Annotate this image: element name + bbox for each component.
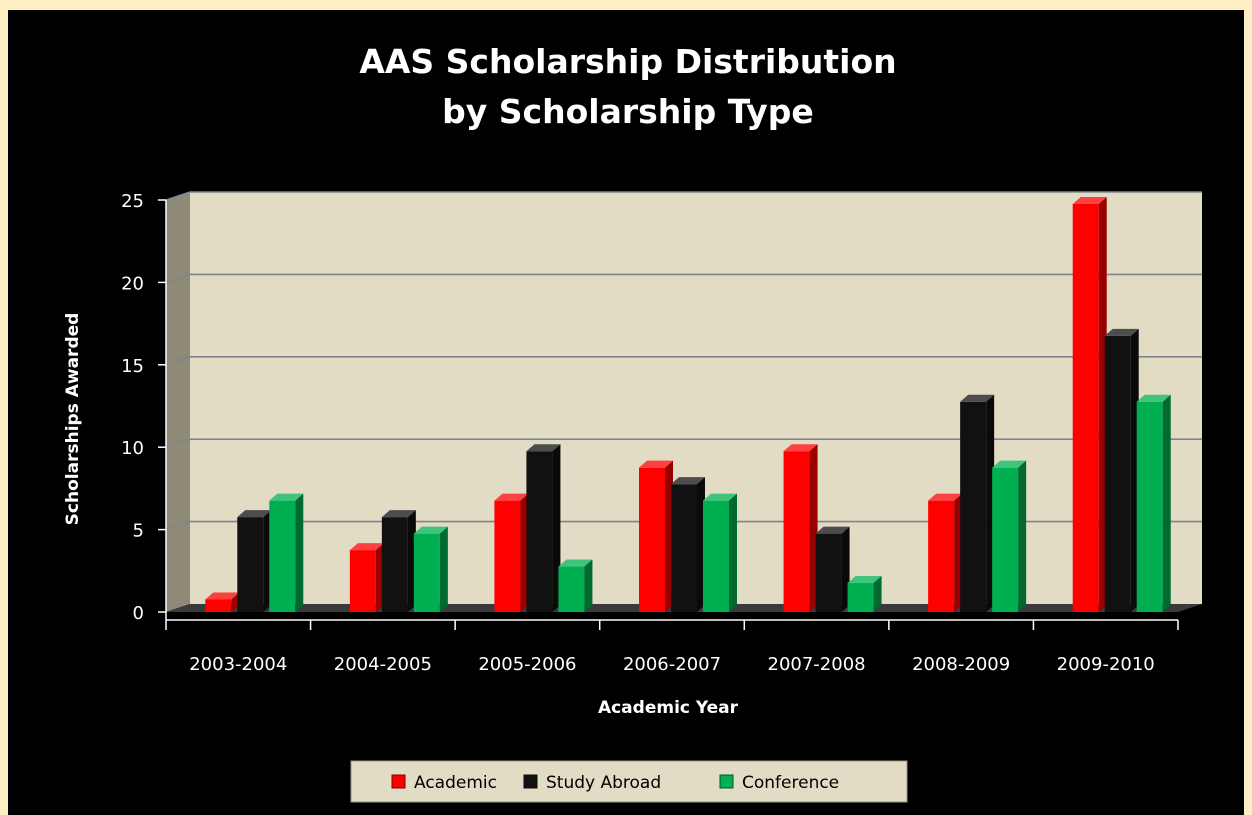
bar (1136, 401, 1163, 612)
bar-side (1018, 460, 1027, 612)
bar (494, 500, 521, 612)
legend-box (350, 760, 908, 803)
bar-top (960, 394, 995, 402)
bar (381, 517, 408, 612)
gridline-side (165, 273, 191, 284)
gridline-side (165, 520, 191, 531)
y-tick-label: 5 (133, 521, 144, 542)
x-tick-label: 2006-2007 (623, 654, 721, 675)
y-tick-label: 15 (121, 356, 144, 377)
bar-top (1136, 394, 1171, 402)
plot-side-wall (166, 192, 190, 612)
bar (960, 401, 987, 612)
bar (671, 484, 697, 612)
bar-top (205, 592, 240, 600)
legend: Academic Study Abroad Conference (350, 760, 908, 803)
bars-group (205, 197, 1171, 612)
bar-top (783, 444, 818, 452)
bar (1072, 204, 1099, 612)
x-tick-label: 2008-2009 (912, 654, 1010, 675)
bar-top (349, 543, 384, 551)
legend-label: Conference (742, 773, 839, 793)
chart-title-line-1: AAS Scholarship Distribution (359, 42, 896, 81)
y-tick-label: 10 (121, 438, 144, 459)
bar-top (526, 444, 561, 452)
bar-top (413, 526, 448, 534)
legend-swatch (719, 774, 734, 789)
bar-side (439, 526, 448, 612)
bar-side (1162, 394, 1171, 612)
y-tick-label: 0 (133, 603, 144, 624)
chart-svg: 0 5 10 15 20 25 2003-2004 2004-2005 2005-2006 200… (63, 42, 1202, 803)
chart-title-line-2: by Scholarship Type (442, 92, 814, 131)
bar-top (847, 576, 882, 584)
bar (783, 451, 810, 612)
bar-top (815, 526, 850, 534)
bar (269, 500, 296, 612)
x-tick-label: 2003-2004 (189, 654, 287, 675)
y-tick-label: 20 (121, 273, 144, 294)
bar-top (269, 493, 304, 501)
x-axis-title: Academic Year (598, 698, 739, 718)
chart-frame: 0 5 10 15 20 25 2003-2004 2004-2005 2005-2006 200… (8, 10, 1244, 815)
bar-side (295, 493, 304, 612)
gridline-side (165, 191, 191, 201)
bar-side (873, 576, 882, 612)
bar (413, 533, 440, 612)
bar (847, 583, 874, 612)
y-axis-title: Scholarships Awarded (63, 313, 83, 526)
bar (703, 500, 729, 612)
bar (237, 517, 264, 612)
bar-side (729, 493, 737, 612)
bar-top (1072, 197, 1107, 204)
x-tick-label: 2009-2010 (1057, 654, 1155, 675)
bar-top (671, 477, 705, 485)
bar (1104, 335, 1131, 612)
bar (815, 533, 842, 612)
legend-label: Academic (414, 773, 497, 793)
x-tick-label: 2005-2006 (478, 654, 576, 675)
y-tick-label: 25 (121, 191, 144, 212)
x-tick-label: 2004-2005 (334, 654, 432, 675)
bar (992, 467, 1019, 612)
bar-top (1104, 328, 1139, 336)
bar-top (494, 493, 529, 501)
bar-top (381, 510, 416, 518)
bar-top (237, 510, 272, 518)
bar-top (639, 460, 673, 468)
bar-top (928, 493, 963, 501)
bar (349, 550, 376, 612)
bar (639, 467, 665, 612)
bar (558, 566, 585, 612)
bar-top (703, 493, 737, 501)
legend-swatch (391, 774, 406, 789)
axes-group: 0 5 10 15 20 25 2003-2004 2004-2005 2005-2006 200… (121, 191, 1179, 675)
legend-label: Study Abroad (546, 773, 661, 793)
bar (205, 599, 232, 612)
bar (928, 500, 955, 612)
bar (526, 451, 553, 612)
bar-top (558, 559, 593, 567)
x-tick-label: 2007-2008 (768, 654, 866, 675)
gridline-side (165, 356, 191, 366)
legend-swatch (523, 774, 538, 789)
bar-top (992, 460, 1027, 468)
gridline-side (165, 438, 191, 448)
bar-side (584, 559, 593, 612)
